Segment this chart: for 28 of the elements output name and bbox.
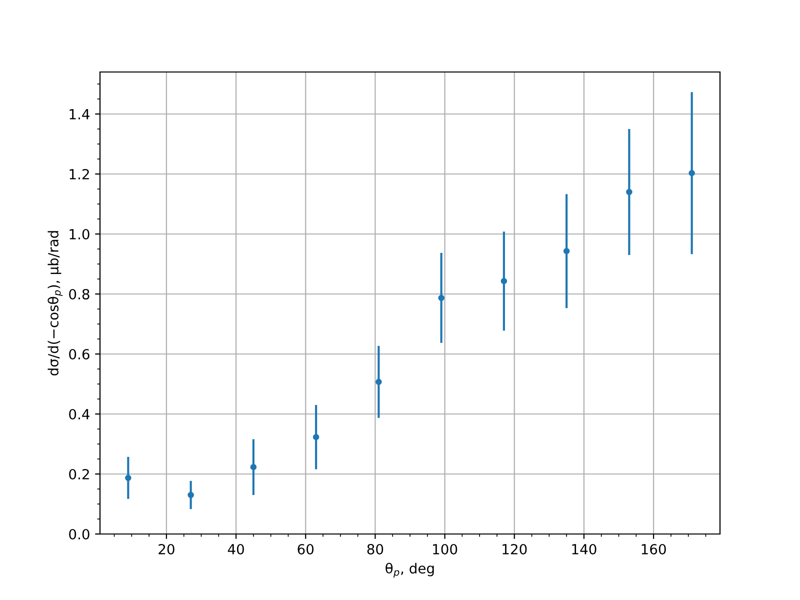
y-tick-label: 1.0 [70, 228, 90, 240]
point [438, 294, 444, 302]
x-tick-label: 80 [367, 544, 384, 554]
x-tick-label: 40 [228, 544, 244, 554]
point [125, 474, 132, 482]
point [250, 464, 257, 470]
y-tick-label: 0.2 [69, 468, 89, 480]
y-tick-label: 0.0 [69, 528, 90, 540]
x-tick-label: 100 [433, 544, 458, 554]
x-tick-label: 120 [502, 544, 527, 554]
x-tick-label: 20 [158, 544, 174, 554]
point [688, 170, 695, 176]
y-axis-title: dσ/d(−cosθ$_{p}$), μb/rad [48, 231, 63, 376]
point [500, 278, 508, 284]
point [376, 378, 382, 386]
x-tick-label: 60 [298, 544, 314, 554]
point [563, 248, 570, 254]
point [312, 434, 320, 440]
x-tick-label: 140 [572, 544, 596, 554]
x-tick-label: 160 [642, 544, 666, 554]
y-tick-label: 0.4 [69, 408, 90, 420]
x-axis-title: θ$_{p}$, deg [386, 562, 434, 578]
point [626, 188, 632, 196]
y-tick-label: 1.2 [70, 168, 89, 180]
y-tick-label: 0.8 [69, 288, 90, 300]
y-tick-label: 1.4 [70, 109, 90, 120]
point [188, 492, 194, 498]
y-tick-label: 0.6 [69, 348, 90, 360]
